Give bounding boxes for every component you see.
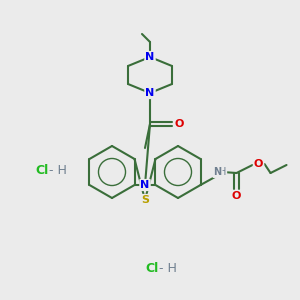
Text: N: N [214, 167, 222, 177]
Text: O: O [232, 191, 241, 201]
Text: N: N [146, 52, 154, 62]
Text: - H: - H [49, 164, 67, 176]
Text: O: O [174, 119, 184, 129]
Text: N: N [146, 88, 154, 98]
Text: O: O [254, 159, 263, 169]
Text: Cl: Cl [35, 164, 49, 176]
Text: Cl: Cl [146, 262, 159, 275]
Text: S: S [141, 195, 149, 205]
Text: H: H [219, 167, 226, 177]
Text: - H: - H [159, 262, 177, 275]
Text: N: N [140, 180, 150, 190]
